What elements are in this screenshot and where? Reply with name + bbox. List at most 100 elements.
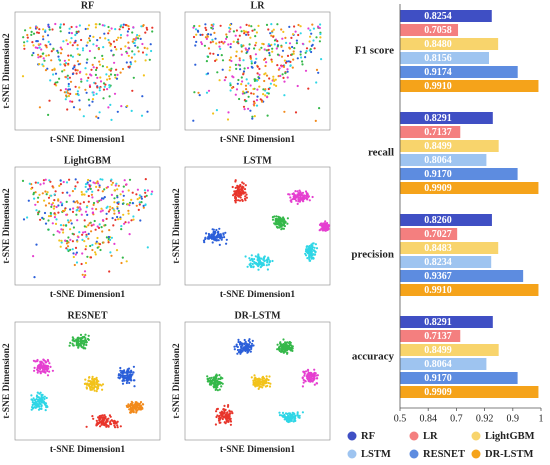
tsne-point [87,194,90,198]
tsne-point [261,42,264,45]
tsne-point [83,275,86,279]
tsne-point [255,79,259,82]
tsne-point [143,195,147,198]
tsne-point [274,219,277,222]
tsne-point [52,47,55,50]
tsne-point [109,205,112,208]
tsne-point [60,241,63,244]
tsne-point [96,39,99,42]
tsne-point [132,26,135,29]
tsne-point [235,88,239,91]
tsne-point [211,241,214,244]
tsne-point [202,239,206,242]
tsne-point [267,378,270,382]
tsne-point [75,344,78,347]
tsne-point [82,339,85,342]
tsne-point [215,109,218,112]
tsne-point [218,79,221,82]
tsne-point [229,82,232,85]
tsne-point [135,401,138,404]
tsne-point [87,334,90,337]
tsne-point [235,50,238,53]
tsne-point [146,246,149,249]
tsne-point [142,24,145,27]
tsne-point [227,404,230,407]
tsne-point [34,403,37,406]
tsne-point [268,77,271,80]
tsne-point [214,379,217,382]
tsne-point [74,178,77,181]
tsne-point [309,259,312,262]
tsne-point [87,224,90,227]
tsne-point [90,384,93,387]
tsne-point [47,360,50,363]
tsne-point [258,257,262,260]
tsne-point [69,219,72,222]
tsne-point [256,263,260,266]
tsne-point [59,23,62,26]
tsne-point [237,199,240,202]
bar [400,52,489,64]
tsne-point [95,240,98,243]
tsne-point [254,44,257,47]
tsne-point [44,222,48,225]
tsne-point [265,375,268,378]
tsne-point [104,83,107,86]
tsne-point [110,254,113,257]
tsne-point [270,60,274,63]
tsne-point [228,59,231,62]
tsne-point [107,425,110,428]
tsne-point [30,33,33,36]
bar [400,256,492,268]
tsne-point [59,245,62,248]
tsne-point [22,218,26,221]
value-label: 0.7027 [424,229,452,240]
tsne-point [260,257,263,260]
tsne-point [82,115,85,118]
tsne-point [297,33,300,37]
tsne-point [67,62,70,65]
tsne-point [267,87,270,91]
tsne-point [119,369,122,372]
tsne-point [99,420,103,423]
tsne-point [201,33,204,36]
tsne-point [245,346,248,349]
tsne-point [305,195,308,198]
tsne-point [270,23,273,26]
category-label: precision [351,249,394,261]
tsne-point [72,106,76,109]
tsne-point [100,226,103,229]
tsne-point [128,178,132,181]
tsne-point [65,224,68,227]
tsne-point [95,68,98,72]
tsne-point [68,27,71,30]
tsne-point [242,70,246,73]
tsne-point [52,186,55,189]
tsne-point [136,46,139,49]
tsne-point [83,225,86,228]
tsne-point [228,26,231,29]
tsne-point [282,30,285,33]
tsne-point [110,236,113,239]
tsne-point [91,63,94,66]
tsne-point [235,343,238,346]
tsne-point [248,47,251,50]
tsne-point [108,84,111,87]
tsne-point [41,63,44,66]
tsne-point [200,41,203,44]
tsne-point [93,389,96,392]
tsne-point [119,425,122,428]
tsne-point [26,33,29,37]
tsne-point [79,208,82,211]
tsne-point [115,249,119,252]
tsne-point [281,411,285,414]
tsne-point [71,190,74,193]
tsne-point [84,378,87,381]
tsne-point [91,248,94,252]
tsne-point [258,386,261,389]
tsne-point [258,48,261,51]
tsne-point [121,190,124,193]
tsne-point [93,56,96,60]
tsne-point [210,381,213,384]
tsne-point [49,211,52,215]
